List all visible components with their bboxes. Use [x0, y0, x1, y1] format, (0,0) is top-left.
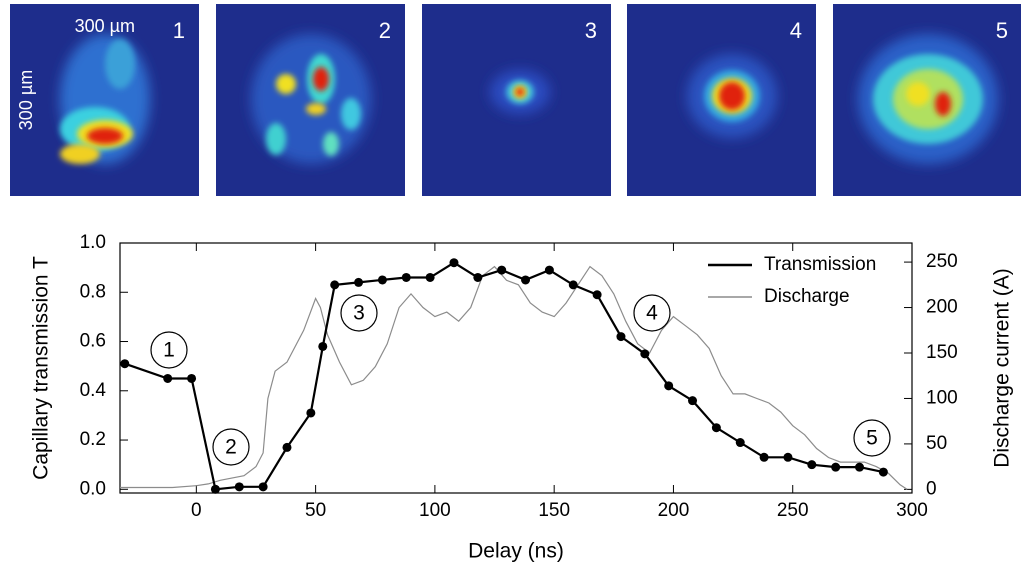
y-tick-label: 0.8 [80, 281, 106, 302]
y2-tick-label: 0 [926, 478, 937, 499]
data-point [258, 482, 268, 492]
x-tick-label: 150 [538, 500, 570, 521]
x-tick-label: 100 [419, 500, 451, 521]
legend-label: Transmission [764, 254, 876, 275]
data-point [878, 467, 888, 477]
scale-y-label: 300 µm [16, 70, 36, 130]
y2-tick-label: 250 [926, 251, 958, 272]
data-point [640, 349, 650, 359]
data-point [282, 442, 292, 452]
y-tick-label: 0.0 [80, 478, 106, 499]
data-point [401, 272, 411, 282]
data-point [120, 359, 130, 369]
data-point [354, 277, 364, 287]
annotation-circle [633, 294, 671, 332]
data-point [521, 275, 531, 285]
panel-number: 3 [585, 18, 597, 43]
panel-number: 4 [790, 18, 802, 43]
y2-axis-label: Discharge current (A) [991, 268, 1014, 468]
intensity-blob [105, 39, 135, 89]
data-point [330, 280, 340, 290]
x-tick-label: 200 [658, 500, 690, 521]
y2-tick-label: 150 [926, 342, 958, 363]
y-tick-label: 0.4 [80, 380, 107, 401]
data-point [449, 258, 459, 268]
intensity-blob [87, 128, 123, 144]
annotation-circle [150, 331, 188, 369]
intensity-blob [935, 92, 951, 116]
data-point [759, 452, 769, 462]
intensity-blob [906, 82, 930, 106]
intensity-blob [313, 67, 329, 91]
intensity-blob [323, 132, 339, 156]
intensity-blob [341, 98, 361, 130]
panel-number: 2 [379, 18, 391, 43]
x-tick-label: 300 [896, 500, 928, 521]
intensity-blob [516, 88, 524, 96]
panel-number: 1 [173, 18, 185, 43]
intensity-blob [60, 144, 100, 164]
annotation-circle [212, 428, 250, 466]
data-point [568, 280, 578, 290]
data-point [318, 341, 328, 351]
y2-tick-label: 50 [926, 433, 947, 454]
y-tick-label: 1.0 [80, 232, 106, 253]
data-point [783, 452, 793, 462]
data-point [831, 462, 841, 472]
data-point [234, 482, 244, 492]
data-point [163, 373, 173, 383]
data-point [473, 272, 483, 282]
data-point [187, 373, 197, 383]
data-point [592, 290, 602, 300]
intensity-blob [266, 123, 286, 155]
intensity-blob [719, 82, 745, 110]
x-tick-label: 50 [305, 500, 326, 521]
y-axis-label: Capillary transmission T [30, 256, 53, 480]
y2-tick-label: 100 [926, 387, 958, 408]
data-point [497, 265, 507, 275]
annotation-circle [853, 419, 891, 457]
data-point [807, 460, 817, 470]
annotation: 1 [163, 339, 175, 362]
x-tick-label: 250 [777, 500, 809, 521]
annotation: 2 [225, 436, 237, 459]
data-point [855, 462, 865, 472]
data-point [688, 396, 698, 406]
x-axis-label: Delay (ns) [468, 540, 564, 563]
annotation: 5 [866, 427, 878, 450]
plot-frame [119, 242, 913, 494]
intensity-blob [276, 74, 296, 94]
data-point [425, 272, 435, 282]
data-point [711, 423, 721, 433]
data-point [306, 408, 316, 418]
x-tick-label: 0 [191, 500, 202, 521]
y-tick-label: 0.6 [80, 331, 106, 352]
panel-number: 5 [996, 18, 1008, 43]
data-point [616, 332, 626, 342]
annotation: 4 [646, 302, 658, 325]
data-point [210, 484, 220, 494]
intensity-blob [306, 103, 326, 115]
image-panels: 1 2 3 4 5 [10, 4, 1021, 196]
series-line [120, 265, 908, 490]
y-tick-label: 0.2 [80, 429, 106, 450]
annotation: 3 [353, 302, 365, 325]
scale-x-label: 300 µm [75, 16, 135, 36]
y2-tick-label: 200 [926, 297, 958, 318]
data-point [544, 265, 554, 275]
data-point [664, 381, 674, 391]
legend-label: Discharge [764, 286, 850, 307]
data-point [735, 438, 745, 448]
data-point [377, 275, 387, 285]
annotation-circle [340, 294, 378, 332]
